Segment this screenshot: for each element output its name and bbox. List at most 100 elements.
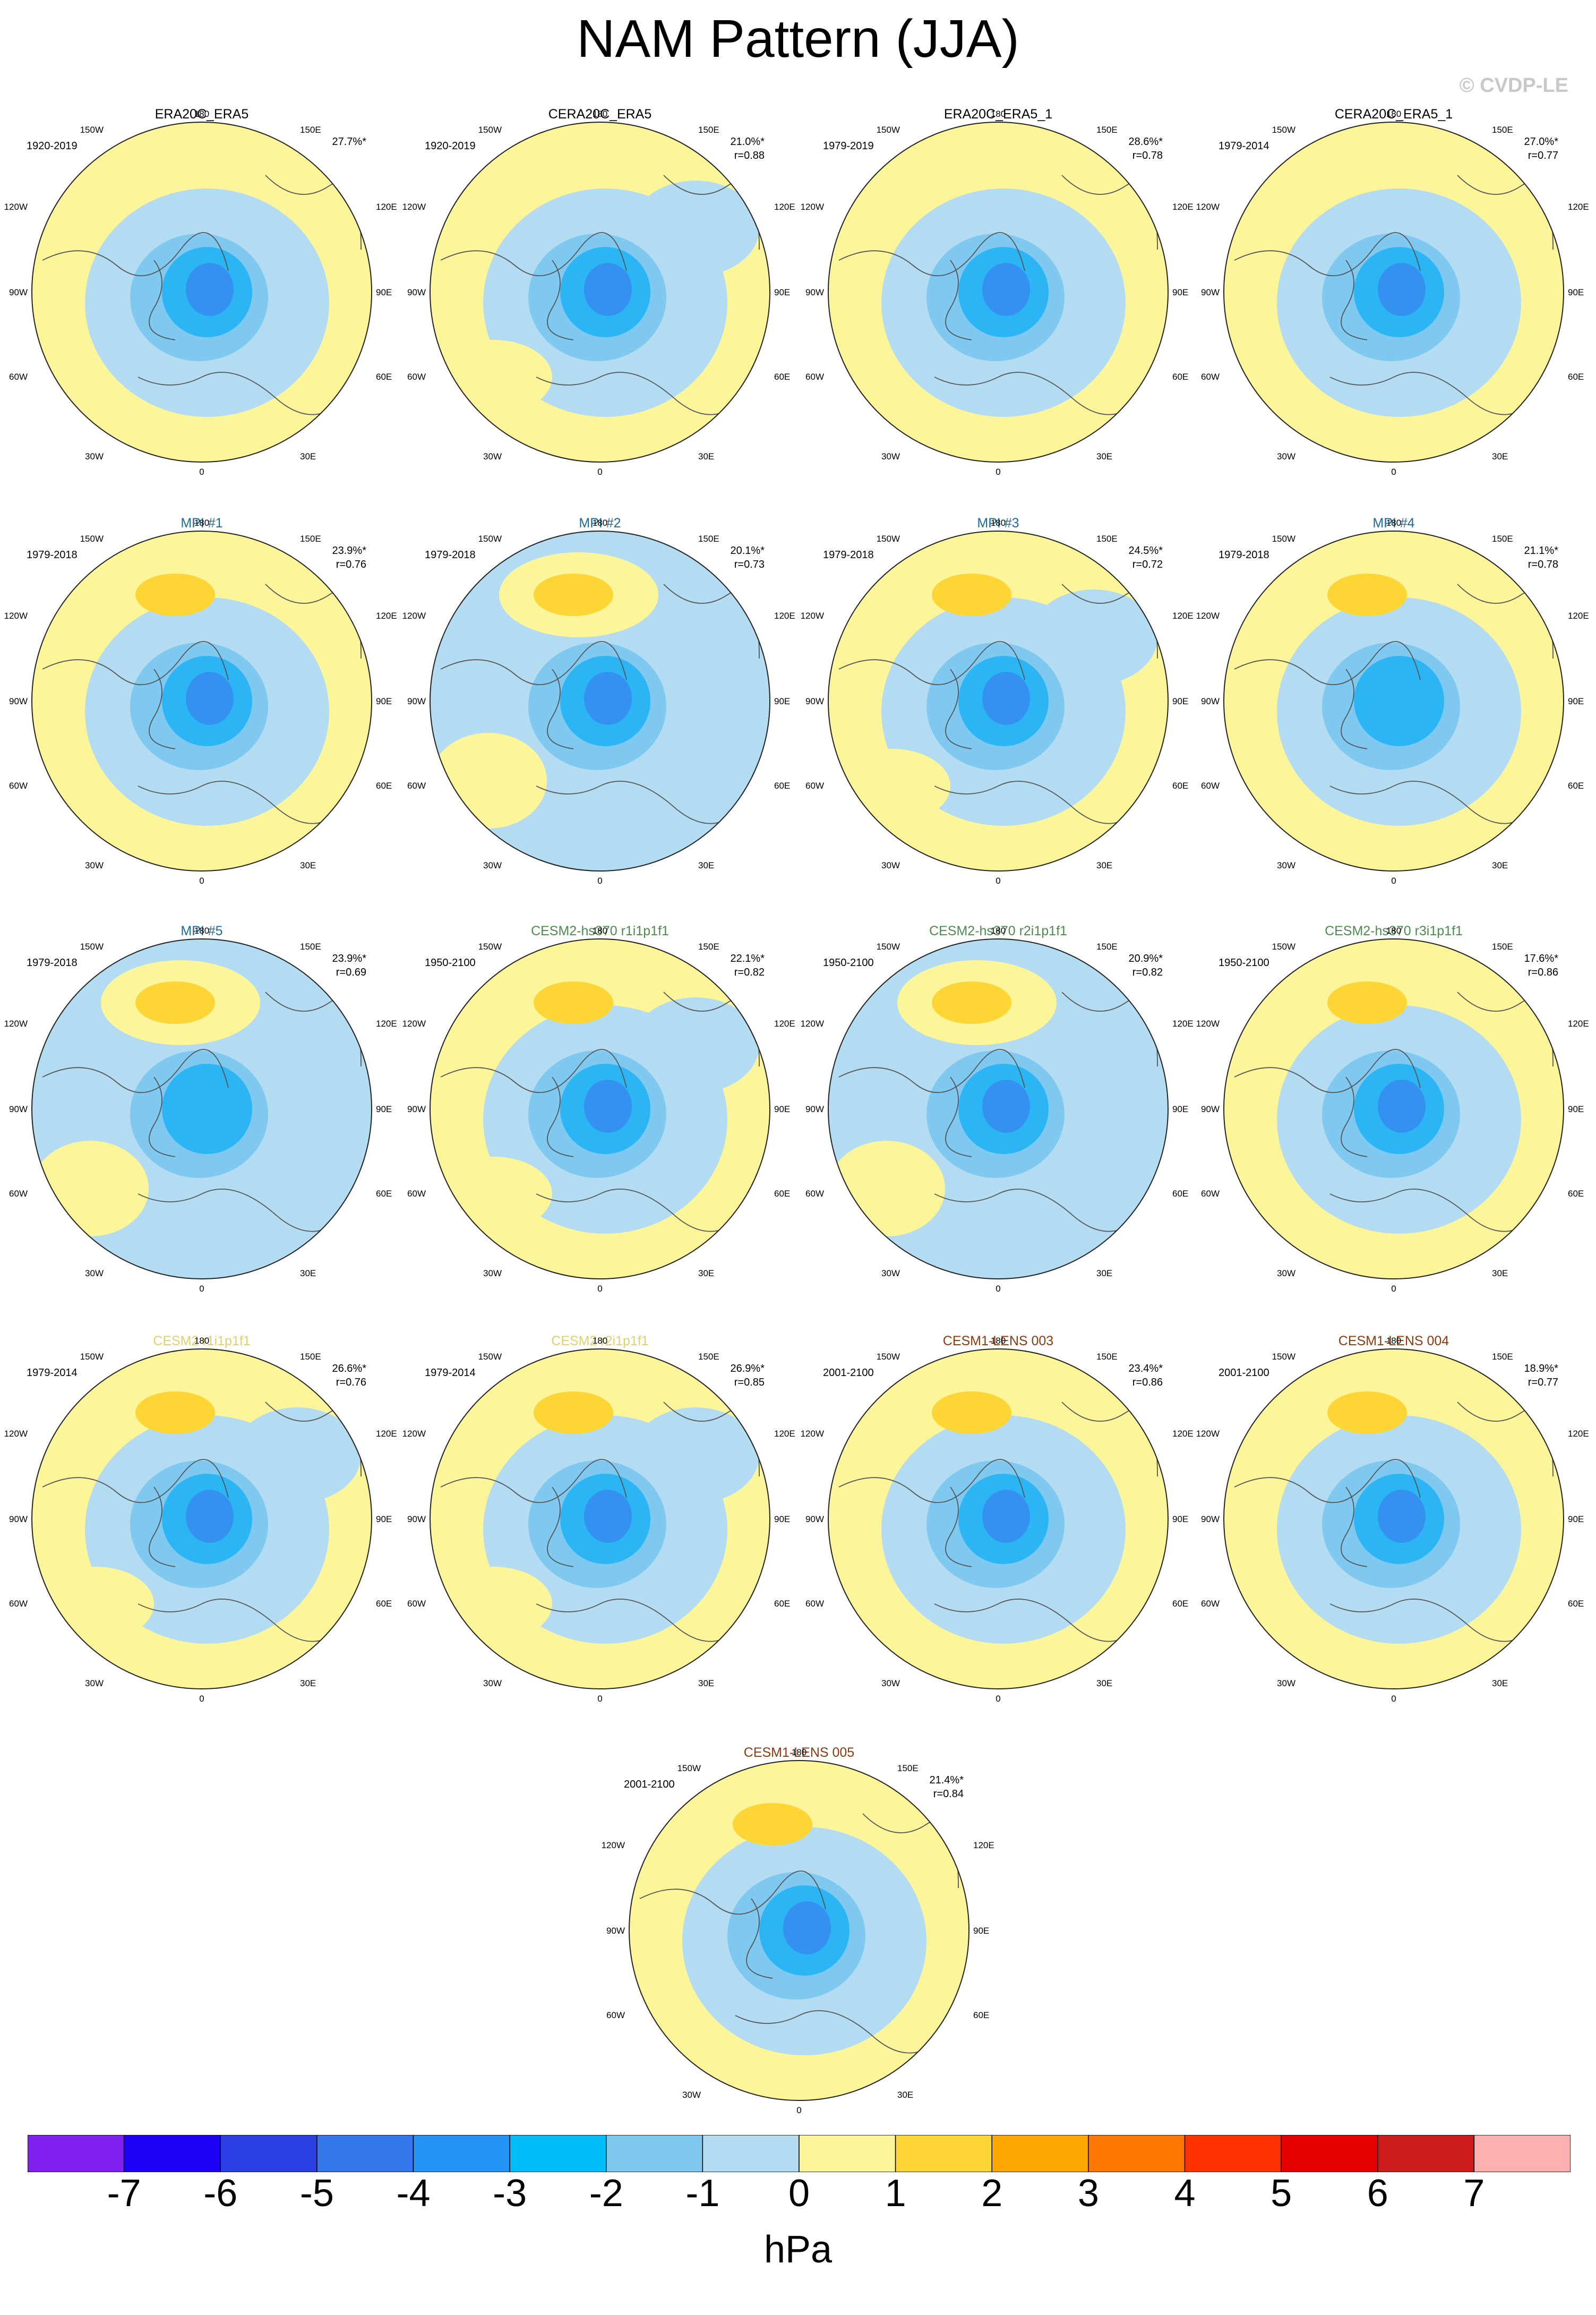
colorbar-tick-label: 7	[1463, 2172, 1485, 2215]
map-outline	[430, 1348, 770, 1689]
longitude-label: 30E	[1096, 860, 1112, 870]
longitude-label: 150E	[1492, 942, 1513, 952]
longitude-label: 30E	[698, 1678, 714, 1688]
longitude-label: 120W	[1196, 1429, 1220, 1439]
longitude-label: 60W	[407, 1599, 426, 1609]
panel-title: CESM2-hs370 r1i1p1f1	[531, 924, 669, 938]
polar-map: 180 0 120W 90W 60W 120E 90E 60E 150W 150E 30W 30E	[402, 1336, 795, 1704]
panel-pattern-correlation: r=0.76	[336, 559, 366, 570]
longitude-label: 30W	[881, 860, 900, 870]
panel-period: 1979-2018	[1219, 549, 1269, 561]
longitude-label: 60E	[376, 781, 392, 791]
longitude-label: 60E	[1172, 372, 1188, 382]
positive-anomaly	[534, 1391, 613, 1434]
positive-anomaly	[733, 1803, 812, 1846]
longitude-label: 60W	[407, 781, 426, 791]
longitude-label: 180	[593, 518, 607, 528]
longitude-label: 60E	[376, 1189, 392, 1199]
longitude-label: 0	[597, 1694, 602, 1704]
longitude-label: 120E	[1568, 611, 1589, 621]
longitude-label: 90E	[376, 696, 392, 706]
panel-period: 1979-2018	[27, 957, 78, 969]
colorbar-segment	[413, 2135, 510, 2172]
longitude-label: 150W	[478, 942, 502, 952]
longitude-label: 120W	[1196, 611, 1220, 621]
longitude-label: 30E	[1492, 451, 1508, 462]
longitude-label: 120W	[801, 611, 824, 621]
longitude-label: 90W	[9, 696, 28, 706]
panel-pattern-correlation: r=0.76	[336, 1377, 366, 1388]
positive-anomaly	[1327, 1391, 1407, 1434]
longitude-label: 150W	[1272, 125, 1295, 135]
longitude-label: 90E	[1568, 1514, 1584, 1524]
colorbar-segment	[702, 2135, 800, 2172]
longitude-label: 30W	[85, 451, 104, 462]
longitude-label: 150E	[1096, 942, 1118, 952]
longitude-label: 0	[597, 1284, 602, 1294]
longitude-label: 120E	[376, 1019, 397, 1029]
longitude-label: 90W	[407, 287, 426, 297]
longitude-label: 90W	[1201, 1104, 1220, 1114]
longitude-label: 150W	[877, 125, 900, 135]
colorbar-tick-label: -3	[493, 2172, 527, 2215]
longitude-label: 180	[991, 1336, 1006, 1346]
longitude-label: 60W	[9, 372, 28, 382]
longitude-label: 90E	[1172, 287, 1188, 297]
longitude-label: 90W	[1201, 1514, 1220, 1524]
colorbar-tick-label: -2	[589, 2172, 623, 2215]
longitude-label: 120E	[774, 202, 795, 212]
panel-period: 1950-2100	[823, 957, 874, 969]
panel-pattern-correlation: r=0.84	[933, 1788, 964, 1800]
longitude-label: 30W	[85, 1678, 104, 1688]
longitude-label: 150E	[1096, 125, 1118, 135]
negative-center	[783, 1901, 831, 1954]
longitude-label: 90W	[407, 696, 426, 706]
longitude-label: 180	[1386, 518, 1401, 528]
panel-period: 1979-2018	[425, 549, 476, 561]
panel-variance-pct: 27.0%*	[1524, 136, 1559, 148]
longitude-label: 120W	[402, 202, 426, 212]
negative-patch	[632, 997, 759, 1093]
polar-map: 180 0 120W 90W 60W 120E 90E 60E 150W 150E 30W 30E	[4, 518, 397, 886]
longitude-label: 150E	[897, 1763, 919, 1773]
longitude-label: 150W	[478, 125, 502, 135]
colorbar-segment	[123, 2135, 221, 2172]
longitude-label: 90W	[407, 1514, 426, 1524]
longitude-label: 60E	[973, 2010, 989, 2020]
panel-pattern-correlation: r=0.69	[336, 967, 366, 978]
positive-anomaly	[534, 574, 613, 616]
polar-map: 180 0 120W 90W 60W 120E 90E 60E 150W 150E 30W 30E	[801, 1336, 1194, 1704]
longitude-label: 60E	[1568, 1599, 1584, 1609]
polar-map: 180 0 120W 90W 60W 120E 90E 60E 150W 150E 30W 30E	[602, 1747, 994, 2115]
map-panel: CERA20C_ERA5 1920-2019 21.0%* r=0.88 180 0 120…	[402, 106, 795, 510]
map-panel: MPI #5 1979-2018 23.9%* r=0.69 180 0 120W 90W 60…	[4, 923, 397, 1327]
polar-map: 180 0 120W 90W 60W 120E 90E 60E 150W 150E 30W 30E	[4, 109, 397, 477]
panel-title: MPI #5	[181, 924, 223, 938]
polar-map: 180 0 120W 90W 60W 120E 90E 60E 150W 150E 30W 30E	[1196, 1336, 1589, 1704]
panel-title: ERA20C_ERA5_1	[943, 107, 1053, 122]
longitude-label: 60E	[774, 1599, 790, 1609]
map-panel: CESM2-hs370 r3i1p1f1 1950-2100 17.6%* r=0.8…	[1196, 923, 1589, 1327]
map-panel: MPI #1 1979-2018 23.9%* r=0.76 180 0 120W 90W 60…	[4, 515, 397, 919]
polar-map: 180 0 120W 90W 60W 120E 90E 60E 150W 150E 30W 30E	[1196, 518, 1589, 886]
longitude-label: 30E	[300, 1678, 316, 1688]
map-outline	[430, 938, 770, 1279]
panel-period: 1979-2018	[823, 549, 874, 561]
map-outline	[430, 122, 770, 463]
longitude-label: 60W	[9, 1599, 28, 1609]
map-outline	[1223, 122, 1564, 463]
panel-period: 1979-2014	[27, 1367, 78, 1379]
map-panel: MPI #2 1979-2018 20.1%* r=0.73 180 0 120W 90W 60…	[402, 515, 795, 919]
longitude-label: 30W	[1277, 451, 1295, 462]
colorbar-tick-label: -5	[299, 2172, 334, 2215]
longitude-label: 60E	[774, 372, 790, 382]
negative-center	[1378, 1490, 1426, 1543]
colorbar-tick-label: 6	[1367, 2172, 1388, 2215]
map-panel: CESM2 r1i1p1f1 1979-2014 26.6%* r=0.76 180 0 1…	[4, 1333, 397, 1737]
longitude-label: 60E	[1172, 781, 1188, 791]
polar-map: 180 0 120W 90W 60W 120E 90E 60E 150W 150E 30W 30E	[801, 109, 1194, 477]
panel-variance-pct: 18.9%*	[1524, 1363, 1559, 1374]
negative-patch	[632, 181, 759, 276]
longitude-label: 150W	[478, 534, 502, 544]
longitude-label: 150E	[300, 1352, 321, 1362]
